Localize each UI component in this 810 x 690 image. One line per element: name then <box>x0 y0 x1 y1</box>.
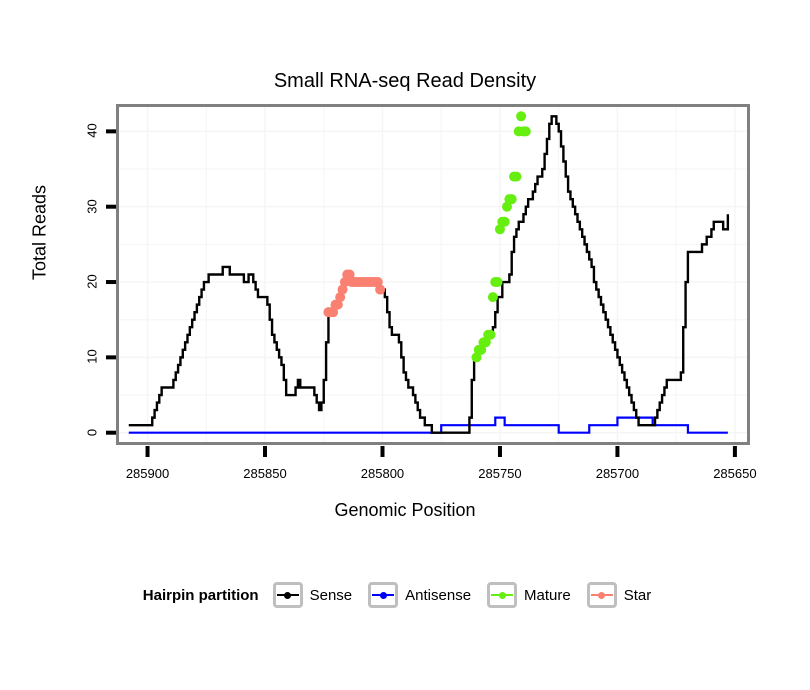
legend-label: Antisense <box>405 586 472 604</box>
legend-key-dot <box>598 591 606 599</box>
points-mature <box>492 277 503 288</box>
points-star <box>335 292 346 303</box>
legend-key-dot <box>498 591 506 599</box>
points-star <box>375 284 386 295</box>
legend-key-dot <box>284 591 292 599</box>
legend-label: Mature <box>524 586 571 604</box>
x-tick-label: 285750 <box>478 466 522 481</box>
points-mature <box>520 126 531 137</box>
points-mature <box>506 194 517 205</box>
points-mature <box>499 216 510 227</box>
points-mature <box>487 292 498 303</box>
points-mature <box>516 111 527 122</box>
panel-border <box>116 104 750 445</box>
legend-key-dot <box>379 591 387 599</box>
legend-entry-antisense[interactable]: Antisense <box>368 582 481 608</box>
points-star <box>344 269 355 280</box>
y-tick-label: 20 <box>84 274 100 289</box>
legend-title: Hairpin partition <box>142 586 259 604</box>
y-tick-label: 30 <box>84 198 100 214</box>
legend-entries: Sense Antisense Mature Star <box>272 582 668 608</box>
series-line-sense <box>128 115 730 434</box>
series-group <box>128 111 730 434</box>
legend-key-sense <box>272 582 303 608</box>
legend-entry-sense[interactable]: Sense <box>272 582 363 608</box>
points-mature <box>502 201 513 212</box>
points-mature <box>480 337 491 348</box>
points-star <box>332 299 343 310</box>
points-star <box>337 284 348 295</box>
y-tick-label: 0 <box>84 428 100 436</box>
x-tick-label: 285850 <box>243 466 287 481</box>
x-tick-label: 285900 <box>125 466 170 481</box>
y-tick-label: 40 <box>84 123 100 139</box>
legend-entry-mature[interactable]: Mature <box>487 582 581 608</box>
legend-key-star <box>586 582 617 608</box>
legend-entry-star[interactable]: Star <box>586 582 662 608</box>
points-mature <box>511 171 522 182</box>
chart-title: Small RNA-seq Read Density <box>273 70 537 92</box>
plot-area <box>106 104 750 457</box>
legend-key-antisense <box>368 582 399 608</box>
legend-label: Sense <box>309 586 353 604</box>
points-mature <box>485 329 496 340</box>
series-line-antisense <box>128 416 728 434</box>
points-mature <box>471 352 482 363</box>
points-mature <box>494 224 505 235</box>
x-tick-label: 285800 <box>360 466 405 481</box>
y-tick-label: 10 <box>84 349 100 365</box>
points-star <box>372 277 383 288</box>
x-axis-title: Genomic Position <box>334 500 476 520</box>
x-tick-label: 285650 <box>713 466 757 481</box>
legend-key-mature <box>487 582 518 608</box>
points-star <box>328 307 339 318</box>
chart-legend: Hairpin partition Sense Antisense Mature St… <box>0 578 810 612</box>
points-mature <box>476 344 487 355</box>
legend-label: Star <box>623 586 652 604</box>
x-tick-label: 285700 <box>595 466 640 481</box>
points-star <box>339 277 350 288</box>
